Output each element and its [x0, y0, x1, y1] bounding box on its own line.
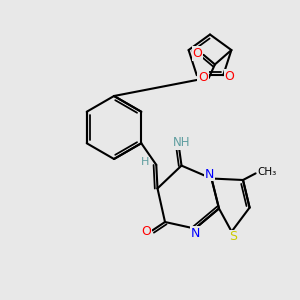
Text: N: N: [191, 226, 200, 240]
Text: O: O: [142, 225, 151, 239]
Text: O: O: [193, 47, 202, 60]
Text: O: O: [224, 70, 234, 83]
Text: S: S: [229, 230, 237, 244]
Text: N: N: [204, 167, 214, 181]
Text: H: H: [141, 158, 149, 167]
Text: NH: NH: [173, 136, 190, 149]
Text: O: O: [198, 71, 208, 84]
Text: CH₃: CH₃: [257, 167, 276, 177]
